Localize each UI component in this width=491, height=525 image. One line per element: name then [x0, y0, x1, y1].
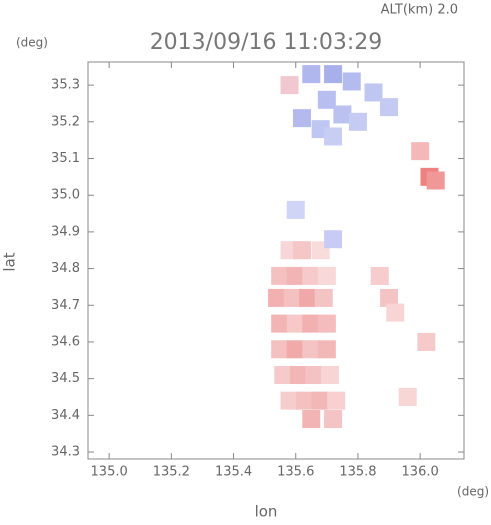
echo-cell — [327, 391, 346, 410]
echo-cell — [299, 288, 318, 307]
y-tick-label: 34.4 — [51, 408, 80, 423]
altitude-label: ALT(km) 2.0 — [381, 3, 458, 18]
y-tick-label: 34.9 — [51, 224, 80, 239]
echo-cell — [280, 391, 299, 410]
echo-cell — [333, 105, 352, 124]
echo-cell — [398, 387, 417, 406]
x-tick-label: 136.0 — [402, 465, 439, 480]
echo-cell — [292, 109, 311, 128]
x-tick-label: 135.0 — [91, 465, 128, 480]
y-axis-label: lat — [1, 252, 19, 271]
echo-cell — [317, 314, 336, 333]
echo-cell — [302, 410, 321, 429]
echo-cell — [292, 241, 311, 260]
y-tick-label: 34.8 — [51, 261, 80, 276]
echo-cell — [274, 365, 293, 384]
x-tick-label: 135.4 — [215, 465, 252, 480]
echo-cell — [302, 314, 321, 333]
echo-cell — [268, 288, 287, 307]
echo-cell — [380, 98, 399, 117]
echo-cell — [417, 332, 436, 351]
x-tick-label: 135.2 — [153, 465, 190, 480]
echo-cell — [289, 365, 308, 384]
echo-cell — [364, 83, 383, 102]
echo-cell — [286, 340, 305, 359]
x-tick-label: 135.6 — [277, 465, 314, 480]
echo-cell — [286, 266, 305, 285]
echo-cell — [320, 365, 339, 384]
plot-frame — [87, 61, 465, 460]
echo-cell — [386, 303, 405, 322]
y-tick-label: 35.0 — [51, 188, 80, 203]
echo-cell — [426, 171, 445, 190]
y-unit: (deg) — [16, 36, 48, 50]
echo-cell — [283, 288, 302, 307]
x-axis-label: lon — [255, 503, 278, 521]
echo-cell — [317, 266, 336, 285]
y-tick-label: 34.5 — [51, 371, 80, 386]
echo-cell — [305, 365, 324, 384]
echo-cell — [296, 391, 315, 410]
echo-cell — [311, 391, 330, 410]
echo-cell — [271, 266, 290, 285]
echo-cell — [324, 127, 343, 146]
echo-cell — [324, 230, 343, 249]
echo-cell — [380, 288, 399, 307]
y-tick-label: 34.6 — [51, 334, 80, 349]
echo-cell — [302, 266, 321, 285]
y-tick-label: 35.3 — [51, 78, 80, 93]
echo-cell — [324, 410, 343, 429]
y-tick-label: 35.1 — [51, 151, 80, 166]
echo-cell — [286, 314, 305, 333]
echo-cell — [317, 340, 336, 359]
echo-cell — [324, 65, 343, 84]
x-tick-label: 135.8 — [339, 465, 376, 480]
x-unit: (deg) — [457, 485, 489, 499]
y-tick-label: 34.3 — [51, 445, 80, 460]
echo-cell — [411, 142, 430, 161]
echo-cell — [317, 90, 336, 109]
echo-cell — [286, 200, 305, 219]
echo-cell — [271, 314, 290, 333]
plot-marks — [268, 65, 445, 429]
echo-cell — [314, 288, 333, 307]
echo-cell — [302, 65, 321, 84]
y-tick-label: 34.7 — [51, 298, 80, 313]
echo-cell — [342, 72, 361, 91]
echo-cell — [348, 112, 367, 131]
echo-cell — [271, 340, 290, 359]
echo-cell — [280, 76, 299, 95]
chart-title: 2013/09/16 11:03:29 — [150, 30, 383, 55]
y-tick-label: 35.2 — [51, 114, 80, 129]
echo-cell — [370, 266, 389, 285]
echo-cell — [302, 340, 321, 359]
